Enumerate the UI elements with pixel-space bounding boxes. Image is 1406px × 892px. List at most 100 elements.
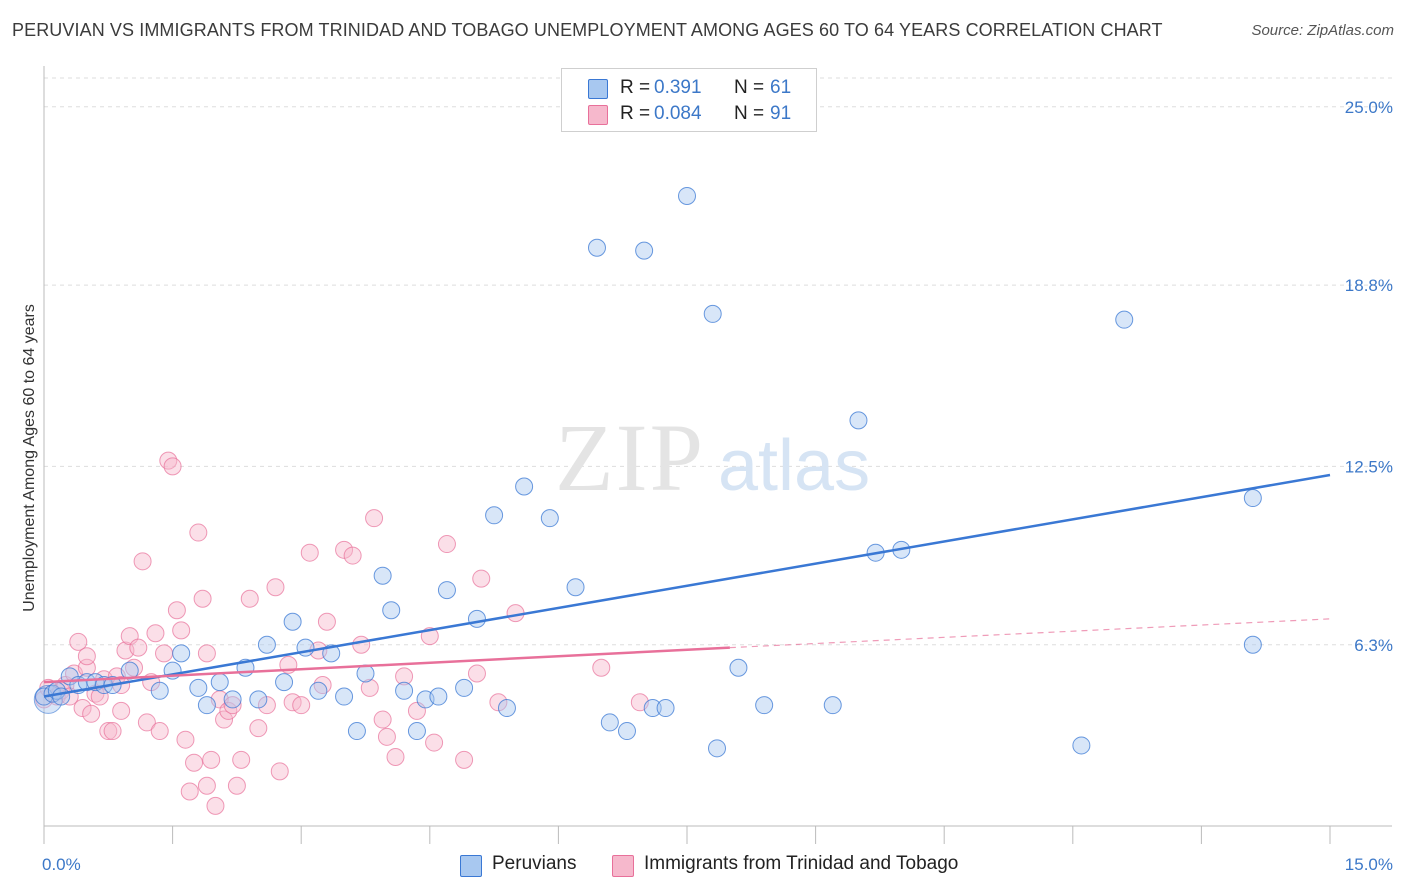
y-tick-label: 25.0% (1345, 98, 1393, 117)
data-point-peruvians (373, 566, 392, 585)
series-peruvians (33, 186, 1262, 758)
data-point-peruvians (600, 713, 619, 732)
data-point-peruvians (335, 687, 354, 706)
data-point-peruvians (347, 722, 366, 741)
data-point-peruvians (849, 411, 868, 430)
data-point-immigrants (77, 647, 96, 666)
data-point-peruvians (210, 673, 229, 692)
data-point-peruvians (656, 699, 675, 718)
data-point-peruvians (467, 609, 486, 628)
data-point-immigrants (150, 722, 169, 741)
data-point-peruvians (1072, 736, 1091, 755)
data-point-immigrants (137, 713, 156, 732)
legend-label-immigrants: Immigrants from Trinidad and Tobago (644, 853, 959, 874)
data-point-peruvians (429, 687, 448, 706)
data-point-peruvians (189, 678, 208, 697)
blue-swatch (460, 855, 482, 877)
data-point-immigrants (103, 722, 122, 741)
data-point-immigrants (99, 722, 118, 741)
data-point-immigrants (437, 535, 456, 554)
data-point-peruvians (437, 581, 456, 600)
data-point-immigrants (180, 782, 199, 801)
data-point-immigrants (193, 589, 212, 608)
data-point-immigrants (335, 540, 354, 559)
data-point-immigrants (197, 776, 216, 795)
data-point-peruvians (172, 644, 191, 663)
data-point-peruvians (455, 678, 474, 697)
tick-labels: 6.3% 12.5% 18.8% 25.0% 0.0% 15.0% (42, 98, 1393, 874)
data-point-immigrants (386, 747, 405, 766)
data-point-peruvians (485, 506, 504, 525)
data-point-immigrants (292, 696, 311, 715)
data-point-peruvians (755, 696, 774, 715)
data-point-peruvians (257, 635, 276, 654)
data-point-immigrants (69, 632, 88, 651)
data-point-immigrants (352, 635, 371, 654)
data-point-peruvians (1243, 489, 1262, 508)
pink-swatch (612, 855, 634, 877)
data-point-immigrants (317, 612, 336, 631)
data-point-immigrants (163, 457, 182, 476)
data-point-immigrants (232, 750, 251, 769)
data-point-peruvians (708, 739, 727, 758)
data-point-peruvians (52, 687, 71, 706)
data-point-immigrants (373, 710, 392, 729)
data-point-peruvians (635, 241, 654, 260)
data-point-peruvians (407, 722, 426, 741)
data-point-immigrants (257, 696, 276, 715)
data-point-immigrants (455, 750, 474, 769)
legend-r-label: R = (620, 77, 651, 98)
data-point-peruvians (729, 658, 748, 677)
data-point-immigrants (215, 710, 234, 729)
series-legend: Peruvians Immigrants from Trinidad and T… (0, 852, 1406, 878)
trend-line-immigrants (43, 646, 730, 684)
data-point-peruvians (223, 690, 242, 709)
data-point-peruvians (283, 612, 302, 631)
data-point-peruvians (540, 509, 559, 528)
data-point-immigrants (167, 601, 186, 620)
data-point-peruvians (678, 186, 696, 205)
data-point-immigrants (425, 733, 444, 752)
watermark-zip: ZIP (555, 404, 705, 511)
data-point-peruvians (197, 696, 216, 715)
legend-label-peruvians: Peruvians (492, 853, 577, 874)
data-point-peruvians (33, 684, 63, 714)
data-point-peruvians (823, 696, 842, 715)
data-point-immigrants (270, 762, 289, 781)
legend-r-label: R = (620, 103, 651, 124)
data-point-peruvians (249, 690, 268, 709)
data-point-immigrants (206, 796, 225, 815)
data-point-immigrants (240, 589, 259, 608)
data-point-immigrants (133, 552, 152, 571)
data-point-immigrants (472, 569, 491, 588)
data-point-immigrants (489, 693, 508, 712)
data-point-immigrants (129, 638, 148, 657)
data-point-peruvians (617, 722, 636, 741)
data-point-immigrants (82, 704, 101, 723)
data-point-peruvians (703, 304, 722, 323)
data-point-immigrants (155, 644, 174, 663)
data-point-peruvians (566, 578, 585, 597)
data-point-immigrants (467, 664, 486, 683)
data-point-immigrants (360, 678, 379, 697)
data-point-peruvians (497, 699, 516, 718)
legend-r-value: 0.391 (654, 77, 702, 98)
chart-source: Source: ZipAtlas.com (1251, 22, 1394, 39)
data-point-immigrants (202, 750, 221, 769)
legend-n-label: N = (734, 103, 765, 124)
data-point-immigrants (343, 546, 362, 565)
data-point-immigrants (146, 624, 165, 643)
data-point-immigrants (223, 696, 242, 715)
pink-swatch (588, 105, 608, 125)
data-point-peruvians (643, 699, 662, 718)
data-point-peruvians (515, 477, 534, 496)
data-point-immigrants (112, 701, 131, 720)
axes (43, 66, 1392, 844)
data-point-immigrants (189, 523, 208, 542)
data-point-peruvians (395, 681, 414, 700)
y-tick-label: 12.5% (1345, 457, 1393, 476)
legend-r-value: 0.084 (654, 103, 702, 124)
correlation-legend: R = 0.391 N = 61 R = 0.084 N = 91 (561, 68, 817, 132)
data-point-immigrants (227, 776, 246, 795)
